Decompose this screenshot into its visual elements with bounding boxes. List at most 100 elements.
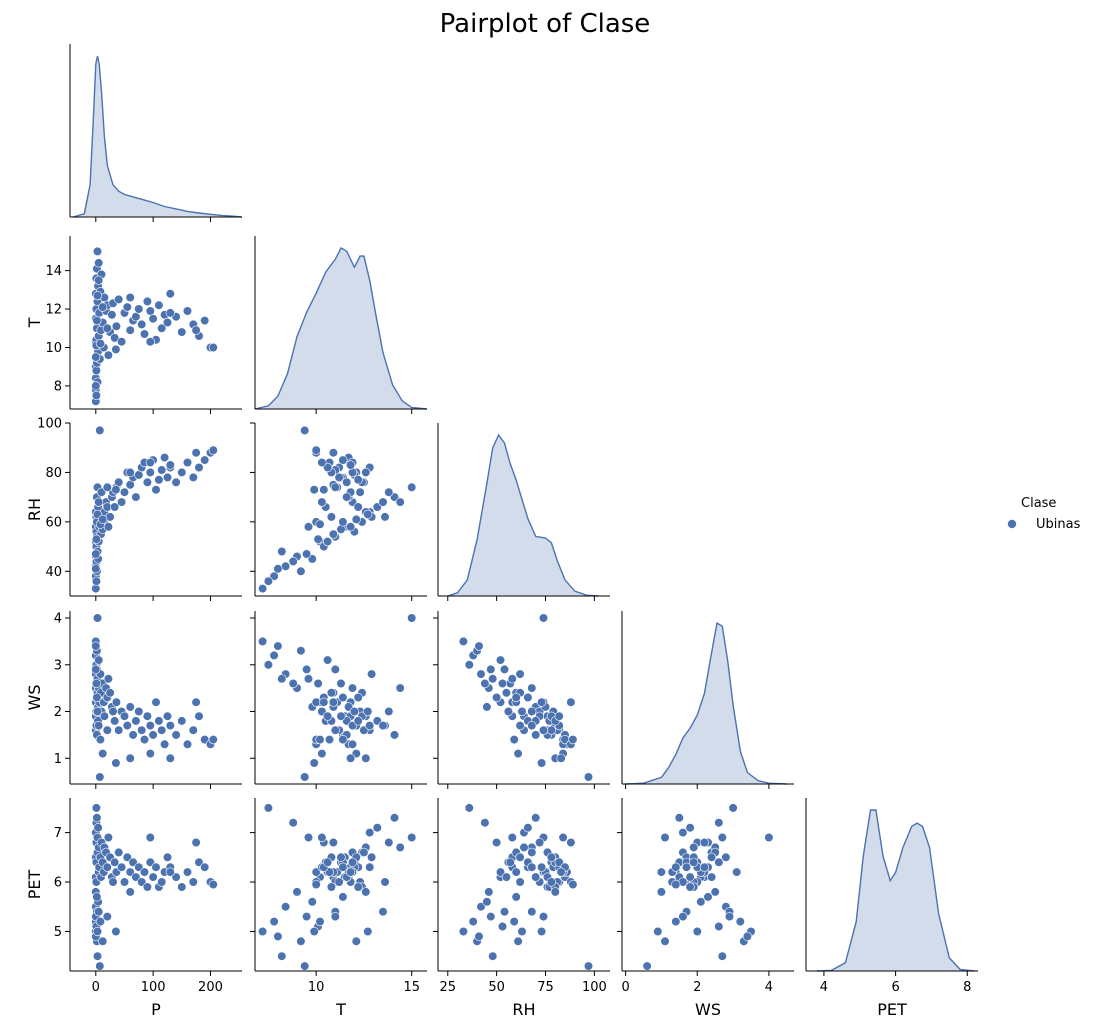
scatter-point bbox=[94, 497, 104, 507]
scatter-point bbox=[296, 646, 306, 656]
scatter-point bbox=[319, 697, 329, 707]
scatter-point bbox=[505, 857, 515, 867]
scatter-point bbox=[482, 702, 492, 712]
kde-line-t bbox=[254, 247, 428, 410]
scatter-point bbox=[536, 697, 547, 707]
scatter-point bbox=[346, 753, 356, 763]
x-axis-label-pet: PET bbox=[877, 1000, 907, 1019]
scatter-point bbox=[122, 302, 132, 312]
scatter-point bbox=[111, 758, 121, 768]
scatter-point bbox=[91, 534, 101, 544]
scatter-point bbox=[515, 669, 525, 679]
scatter-point bbox=[131, 492, 141, 502]
x-tick-label: 0 bbox=[621, 980, 629, 995]
scatter-point bbox=[323, 711, 333, 721]
y-tick-label: 3 bbox=[54, 658, 62, 673]
scatter-point bbox=[269, 916, 279, 927]
scatter-point bbox=[142, 296, 152, 307]
scatter-point bbox=[315, 734, 325, 745]
panel-pet-vs-t: 10 15 T bbox=[250, 798, 427, 1019]
scatter-point bbox=[714, 818, 724, 828]
y-axis-label-pet: PET bbox=[25, 870, 44, 900]
scatter-point bbox=[91, 564, 101, 574]
x-tick-label: 15 bbox=[403, 980, 420, 995]
scatter-point bbox=[674, 813, 684, 823]
legend-title: Clase bbox=[1021, 496, 1056, 511]
x-tick-label: 0 bbox=[92, 980, 100, 995]
y-axis-label-rh: RH bbox=[25, 498, 44, 521]
panel-rh-vs-t bbox=[250, 422, 427, 601]
x-tick-label: 25 bbox=[439, 980, 456, 995]
scatter-point bbox=[706, 852, 717, 862]
scatter-point bbox=[378, 720, 388, 731]
scatter-point bbox=[92, 246, 103, 256]
legend-entry-ubinas: Ubinas bbox=[1036, 517, 1081, 532]
scatter-point bbox=[656, 867, 667, 877]
scatter-point bbox=[300, 425, 310, 436]
x-tick-label: 8 bbox=[963, 980, 971, 995]
scatter-point bbox=[671, 862, 681, 872]
scatter-point bbox=[486, 911, 496, 922]
scatter-point bbox=[91, 352, 101, 362]
scatter-point bbox=[468, 916, 478, 927]
scatter-point bbox=[182, 739, 193, 749]
scatter-point bbox=[367, 852, 377, 862]
scatter-point bbox=[486, 664, 496, 675]
scatter-point bbox=[99, 711, 109, 721]
x-tick-label: 4 bbox=[820, 980, 828, 995]
scatter-point bbox=[263, 803, 274, 813]
scatter-point bbox=[492, 837, 502, 848]
scatter-point bbox=[292, 887, 302, 897]
scatter-point bbox=[309, 926, 319, 937]
scatter-point bbox=[389, 813, 400, 823]
scatter-point bbox=[330, 911, 340, 922]
scatter-point bbox=[108, 877, 118, 887]
y-tick-label: 60 bbox=[45, 515, 62, 530]
x-tick-label: 6 bbox=[891, 980, 899, 995]
scatter-point bbox=[110, 502, 120, 512]
scatter-point bbox=[326, 882, 337, 892]
scatter-point bbox=[527, 907, 537, 917]
scatter-point bbox=[568, 734, 578, 745]
scatter-point bbox=[407, 613, 417, 623]
scatter-point bbox=[296, 566, 306, 576]
scatter-point bbox=[131, 716, 141, 726]
scatter-point bbox=[347, 683, 358, 693]
scatter-point bbox=[125, 702, 135, 712]
scatter-point bbox=[313, 678, 323, 689]
scatter-point bbox=[303, 522, 314, 532]
scatter-point bbox=[177, 327, 187, 337]
scatter-point bbox=[536, 862, 547, 872]
scatter-point bbox=[92, 813, 102, 823]
x-axis-label-ws: WS bbox=[695, 1000, 721, 1019]
scatter-point bbox=[334, 877, 344, 887]
scatter-point bbox=[151, 485, 161, 495]
scatter-point bbox=[367, 669, 377, 679]
scatter-point bbox=[114, 847, 124, 858]
scatter-point bbox=[685, 872, 695, 882]
scatter-point bbox=[111, 344, 121, 355]
scatter-point bbox=[546, 725, 557, 735]
scatter-point bbox=[523, 823, 533, 833]
panel-ws-vs-rh bbox=[433, 611, 610, 789]
x-tick-label: 10 bbox=[308, 980, 325, 995]
scatter-point bbox=[566, 837, 576, 848]
scatter-point bbox=[527, 683, 537, 693]
scatter-point bbox=[194, 462, 204, 473]
scatter-point bbox=[351, 936, 361, 946]
scatter-point bbox=[182, 306, 193, 316]
scatter-point bbox=[507, 832, 517, 843]
scatter-point bbox=[536, 926, 547, 937]
scatter-point bbox=[328, 837, 339, 848]
scatter-point bbox=[165, 753, 175, 763]
scatter-point bbox=[372, 823, 382, 833]
scatter-point bbox=[125, 467, 135, 478]
scatter-point bbox=[583, 961, 594, 971]
scatter-point bbox=[499, 664, 510, 675]
scatter-point bbox=[323, 655, 333, 665]
scatter-point bbox=[157, 877, 167, 887]
kde-fill-ws bbox=[625, 623, 787, 784]
scatter-point bbox=[103, 674, 113, 684]
scatter-point bbox=[145, 306, 155, 316]
